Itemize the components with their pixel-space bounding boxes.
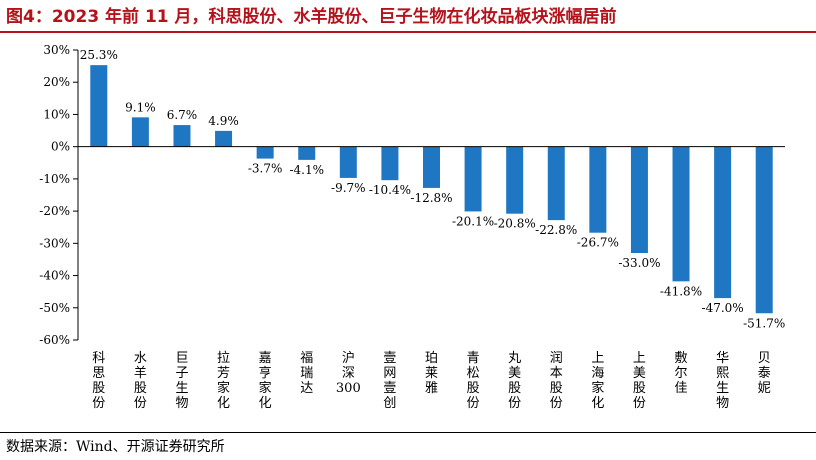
- data-label: -51.7%: [743, 316, 785, 330]
- y-tick-label: -40%: [39, 269, 70, 283]
- bar-series: 25.3% 9.1% 6.7% 4.9% -3.7% -4.1% -9.7% -10.4%-1…: [80, 48, 786, 330]
- data-label: -10.4%: [369, 183, 411, 197]
- bar: [672, 146, 690, 282]
- bar: [755, 146, 773, 314]
- y-tick-label: 20%: [43, 75, 70, 89]
- bar: [339, 146, 357, 178]
- data-label: -20.1%: [452, 214, 494, 228]
- category-label: 嘉亨家化: [259, 351, 272, 411]
- bar: [131, 117, 149, 147]
- category-label: 巨子生物: [175, 351, 188, 411]
- category-label: 华熙生物: [716, 351, 729, 411]
- bar: [215, 130, 233, 147]
- y-tick-label: 10%: [43, 107, 70, 121]
- category-label: 贝泰妮: [758, 351, 771, 396]
- data-label: 25.3%: [80, 48, 118, 62]
- data-label: -20.8%: [494, 217, 536, 231]
- category-label: 敷尔佳: [675, 351, 688, 396]
- bar: [506, 146, 524, 214]
- bar-chart: 30% 20% 10% 0% -10% -20% -30% -40% -50% -60% 25.3…: [39, 43, 786, 411]
- data-label: -33.0%: [618, 256, 660, 270]
- category-label: 壹网壹创: [383, 351, 396, 411]
- bar: [256, 146, 274, 159]
- figure-title: 图4：2023 年前 11 月，科思股份、水羊股份、巨子生物在化妆品板块涨幅居前: [6, 7, 617, 27]
- bar: [714, 146, 732, 299]
- bar: [298, 146, 316, 160]
- category-label: 上海家化: [591, 351, 604, 411]
- bar: [173, 125, 191, 147]
- category-label: 润本股份: [550, 351, 563, 411]
- bar: [547, 146, 565, 221]
- bar: [589, 146, 607, 233]
- x-axis: 科思股份 水羊股份 巨子生物 拉芳家化 嘉亨家化 福瑞达 沪深 300 壹网壹创 珀莱雅 青松股份 丸…: [78, 146, 785, 411]
- bar: [381, 146, 399, 181]
- y-tick-label: -20%: [39, 204, 70, 218]
- data-label: 4.9%: [208, 114, 239, 128]
- bar: [464, 146, 482, 212]
- data-label: 6.7%: [167, 108, 198, 122]
- y-tick-label: 0%: [51, 140, 70, 154]
- y-tick-label: 30%: [43, 43, 70, 57]
- data-label: -22.8%: [535, 223, 577, 237]
- category-label: 拉芳家化: [217, 351, 230, 411]
- data-label: -12.8%: [410, 191, 452, 205]
- bar: [630, 146, 648, 253]
- title-divider: [0, 31, 816, 33]
- data-label: -9.7%: [331, 181, 366, 195]
- footer-divider: [0, 432, 816, 433]
- y-tick-label: -60%: [39, 333, 70, 347]
- category-label: 青松股份: [467, 351, 480, 411]
- data-label: -4.1%: [289, 163, 324, 177]
- data-label: -3.7%: [248, 162, 283, 176]
- data-label: -26.7%: [577, 236, 619, 250]
- y-tick-label: -50%: [39, 301, 70, 315]
- data-label: -41.8%: [660, 284, 702, 298]
- y-tick-label: -30%: [39, 236, 70, 250]
- y-axis: 30% 20% 10% 0% -10% -20% -30% -40% -50% -60%: [39, 43, 79, 347]
- category-label: 福瑞达: [300, 351, 313, 396]
- bar: [423, 146, 440, 188]
- category-label: 沪深 300: [336, 350, 361, 396]
- category-label: 上美股份: [633, 351, 646, 411]
- y-tick-label: -10%: [39, 172, 70, 186]
- source-note: 数据来源：Wind、开源证券研究所: [6, 439, 225, 455]
- data-label: 9.1%: [125, 100, 156, 114]
- category-label: 科思股份: [92, 351, 105, 411]
- bar: [90, 65, 108, 147]
- category-label: 珀莱雅: [425, 351, 438, 396]
- category-label: 水羊股份: [134, 351, 147, 411]
- data-label: -47.0%: [702, 301, 744, 315]
- category-label: 丸美股份: [508, 351, 521, 411]
